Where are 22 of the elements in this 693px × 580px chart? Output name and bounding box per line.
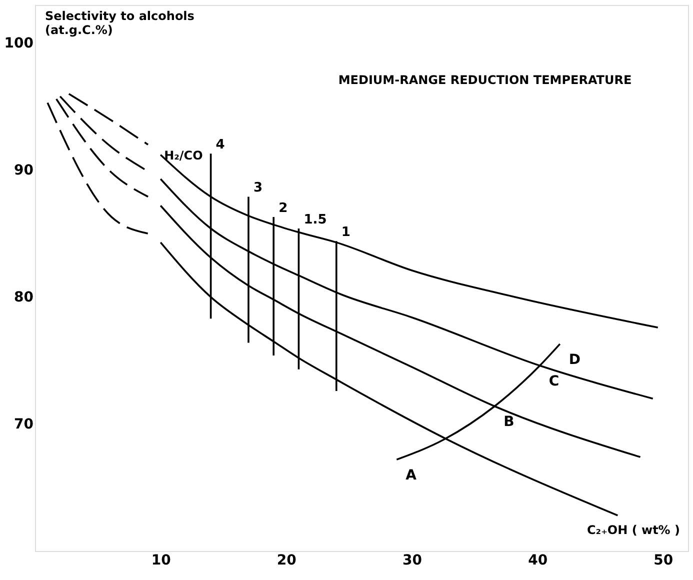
x-tick-label: 40 — [528, 552, 548, 568]
y-tick-label: 70 — [14, 416, 34, 433]
series-label: 1 — [341, 225, 350, 240]
y-tick-label: 90 — [14, 162, 34, 179]
series-label: 1.5 — [304, 212, 327, 228]
x-tick-label: 50 — [654, 552, 674, 568]
x-tick-label: 20 — [276, 552, 297, 568]
annotation: B — [504, 414, 514, 430]
series-label: 4 — [216, 138, 225, 153]
y-axis-title: Selectivity to alcohols (at.g.C.%) — [45, 9, 194, 37]
annotation: C — [548, 374, 560, 390]
x-tick-label: 30 — [402, 552, 422, 568]
x-axis-title: C₂₊OH ( wt% ) — [587, 523, 680, 537]
annotation: D — [568, 352, 581, 368]
text: MEDIUM-RANGE REDUCTION TEMPERATURE — [338, 73, 632, 87]
y-tick-label: 80 — [14, 290, 34, 306]
annotation: A — [406, 468, 417, 484]
x-tick-label: 10 — [151, 552, 172, 568]
y-tick-label: 100 — [4, 36, 34, 52]
series-label: 3 — [253, 180, 263, 196]
series-label: 2 — [278, 201, 288, 216]
legend-title: H₂/CO — [164, 148, 203, 163]
